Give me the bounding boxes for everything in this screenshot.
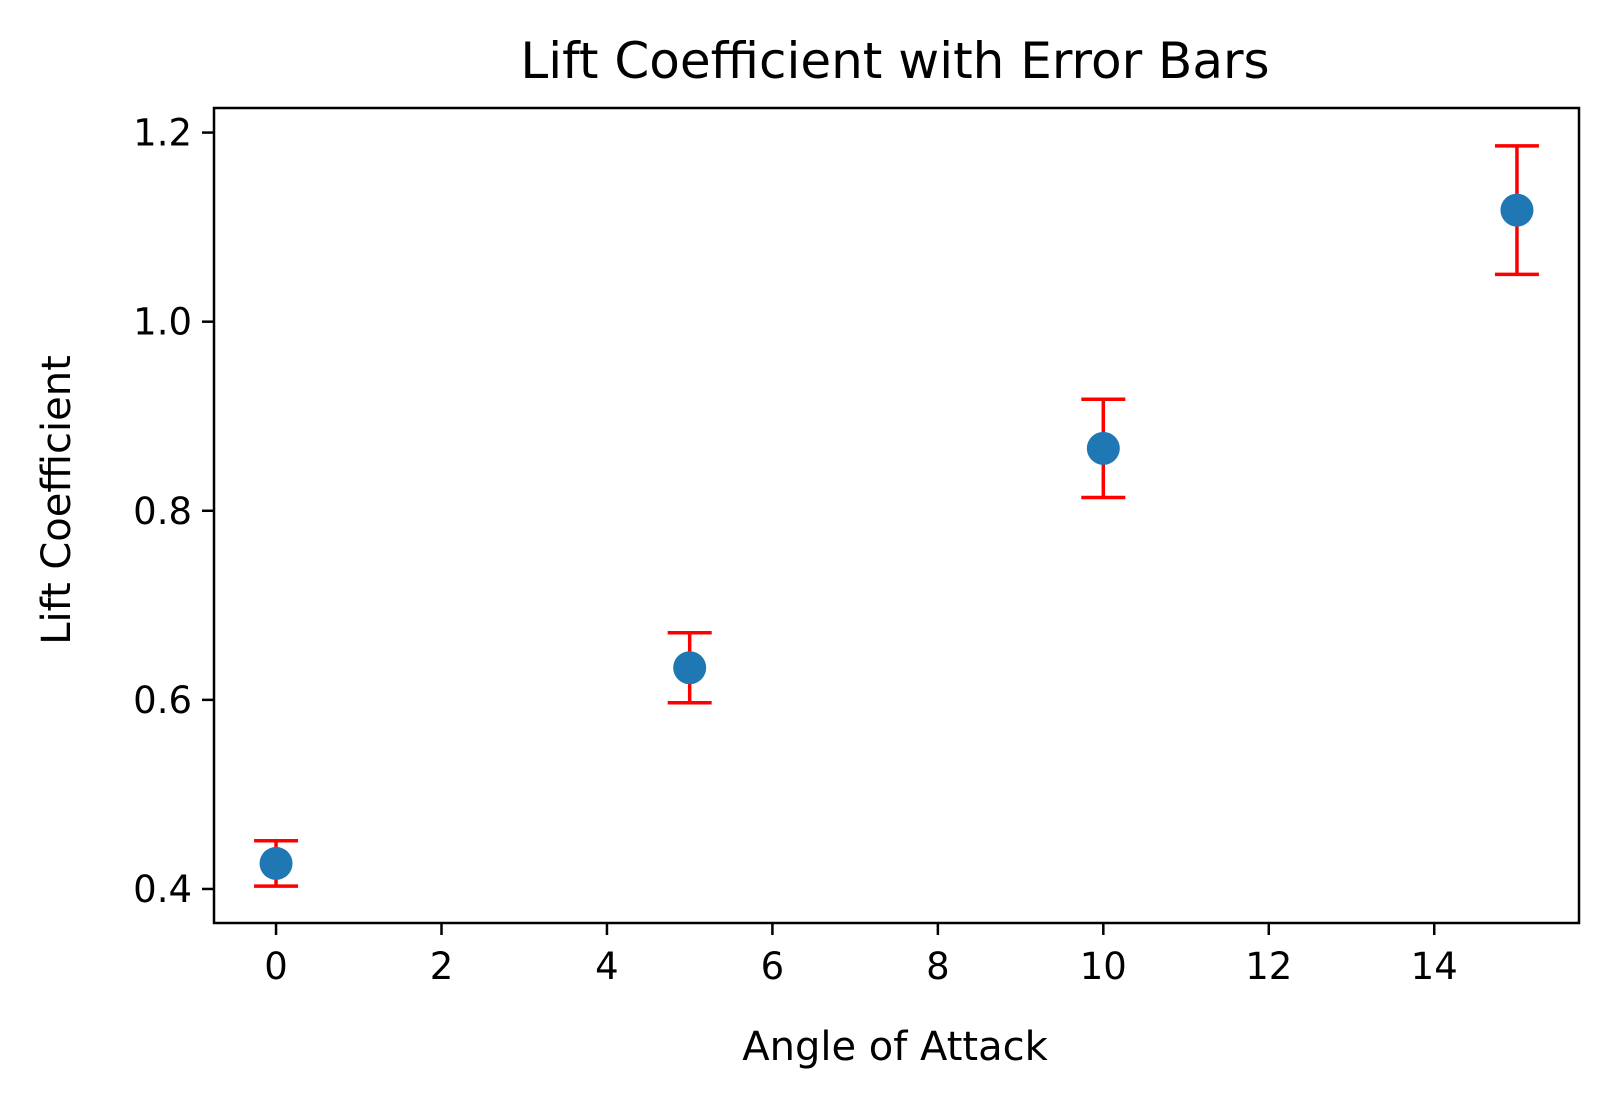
x-tick-label: 0: [264, 945, 288, 988]
chart-title: Lift Coefficient with Error Bars: [520, 32, 1269, 90]
x-tick-label: 12: [1245, 945, 1292, 988]
x-tick-label: 6: [761, 945, 785, 988]
x-tick-label: 10: [1080, 945, 1127, 988]
axes-frame: [212, 106, 1581, 925]
x-tick-label: 2: [430, 945, 454, 988]
x-tick-label: 8: [926, 945, 950, 988]
data-point: [259, 846, 293, 880]
data-point: [673, 651, 707, 685]
plot-area: 0 2 4 6 8 10 12 14 0.4 0.6 0.8 1.0 1.2: [133, 106, 1581, 988]
y-tick-label: 1.2: [133, 112, 192, 155]
y-tick-label: 0.8: [133, 490, 192, 533]
y-axis-label: Lift Coefficient: [34, 355, 80, 645]
data-point: [1086, 431, 1120, 465]
y-tick-label: 0.6: [133, 679, 192, 722]
data-point: [1500, 193, 1534, 227]
y-tick-label: 1.0: [133, 301, 192, 344]
x-axis-label: Angle of Attack: [742, 1024, 1048, 1070]
x-tick-label: 14: [1411, 945, 1458, 988]
x-tick-label: 4: [595, 945, 619, 988]
y-tick-label: 0.4: [133, 868, 192, 911]
